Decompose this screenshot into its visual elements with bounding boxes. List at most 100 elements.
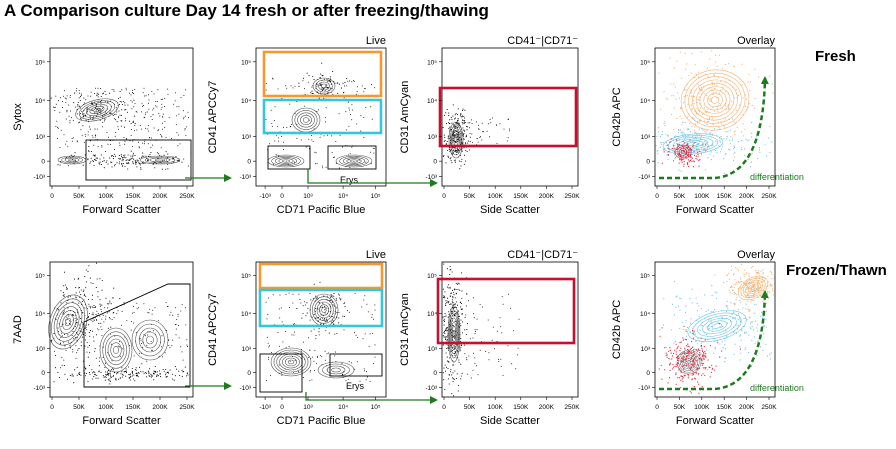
x-axis-label: Side Scatter	[480, 415, 540, 427]
plot-frame-overlay	[654, 261, 776, 398]
differentiation-label: differentiation	[750, 383, 804, 393]
y-ticks-viability: -10³ 0 10³ 10⁴ 10⁵	[33, 59, 50, 181]
dots-viability	[50, 87, 189, 170]
y-tick-label: 0	[433, 370, 437, 377]
panel-title-live: Live	[366, 249, 386, 261]
x-tick-label: 10⁴	[338, 404, 348, 411]
x-tick-label: 100K	[694, 404, 710, 411]
dots-cd71-cd41	[265, 281, 376, 382]
x-tick-label: 10⁵	[371, 404, 381, 411]
gate-crimson	[436, 277, 576, 345]
panel-title-overlay: Overlay	[737, 249, 775, 261]
y-axis-label: CD31 AmCyan	[399, 81, 411, 154]
gate-erys	[329, 353, 383, 377]
x-tick-label: 100K	[98, 193, 114, 200]
x-tick-label: 150K	[513, 404, 529, 411]
panel-title-cd41-cd71: CD41⁻|CD71⁻	[507, 249, 578, 261]
y-axis-label: CD42b APC	[611, 300, 623, 359]
x-tick-label: 150K	[125, 404, 141, 411]
y-tick-label: 10⁵	[427, 59, 437, 66]
x-axis-label: CD71 Pacific Blue	[277, 415, 366, 427]
y-tick-label: 10³	[242, 346, 252, 353]
y-tick-label: -10³	[33, 385, 45, 392]
x-tick-label: 0	[655, 193, 659, 200]
y-tick-label: 10⁵	[427, 273, 437, 280]
y-tick-label: 10⁵	[35, 273, 45, 280]
y-tick-label: 0	[433, 159, 437, 166]
plot-frame-overlay	[654, 47, 776, 187]
x-tick-label: 150K	[717, 193, 733, 200]
y-tick-label: 10³	[36, 134, 46, 141]
x-tick-label: 0	[280, 193, 284, 200]
x-tick-label: 10³	[303, 404, 313, 411]
x-axis-label: Side Scatter	[480, 204, 540, 216]
y-tick-label: 10⁵	[35, 59, 45, 66]
differentiation-arrow	[659, 76, 769, 180]
plot-frame-viability	[49, 47, 194, 187]
x-axis-label: Forward Scatter	[676, 415, 755, 427]
x-tick-label: 200K	[152, 193, 168, 200]
y-tick-label: 10³	[242, 134, 252, 141]
y-axis-label: CD41 APCCy7	[207, 293, 219, 366]
gate-negative	[259, 353, 303, 393]
x-tick-label: 100K	[488, 404, 504, 411]
x-tick-label: 200K	[539, 404, 555, 411]
y-tick-label: 0	[41, 159, 45, 166]
x-axis-label: Forward Scatter	[82, 204, 161, 216]
x-tick-label: 100K	[488, 193, 504, 200]
plot-frame-cd71-cd41	[255, 261, 387, 398]
gate-arrow	[307, 169, 438, 187]
row-label-frozen-thawn: Frozen/Thawn	[786, 262, 887, 279]
x-tick-label: 200K	[539, 193, 555, 200]
y-tick-label: -10³	[638, 385, 650, 392]
y-tick-label: 0	[41, 370, 45, 377]
x-tick-label: 0	[442, 193, 446, 200]
x-tick-label: -10³	[259, 404, 271, 411]
x-tick-label: 200K	[739, 404, 755, 411]
x-tick-label: 200K	[739, 193, 755, 200]
x-ticks-ssc-cd31: 0 50K 100K 150K 200K 250K	[442, 397, 580, 411]
y-tick-label: 0	[646, 370, 650, 377]
x-tick-label: 100K	[694, 193, 710, 200]
x-tick-label: 150K	[717, 404, 733, 411]
y-axis-label: Sytox	[12, 103, 24, 131]
differentiation-arrow	[659, 290, 769, 391]
gate-live	[83, 283, 191, 388]
x-tick-label: 0	[442, 404, 446, 411]
x-axis-label: Forward Scatter	[676, 204, 755, 216]
y-tick-label: 10³	[36, 346, 46, 353]
x-tick-label: 0	[280, 404, 284, 411]
gate-negative	[267, 145, 311, 170]
y-tick-label: 10⁵	[640, 273, 650, 280]
x-tick-label: 50K	[73, 193, 85, 200]
plot-frame-viability	[49, 261, 194, 398]
dots-cd71-cd41	[265, 62, 376, 169]
gate-label-erys: Erys	[346, 381, 365, 391]
y-tick-label: 10⁴	[427, 311, 437, 318]
gate-orange	[262, 50, 383, 98]
y-ticks-cd71-cd41: -10³ 0 10³ 10⁴ 10⁵	[239, 273, 256, 392]
figure-title: A Comparison culture Day 14 fresh or aft…	[4, 1, 489, 20]
x-ticks-cd71-cd41: -10³ 0 10³ 10⁴ 10⁵	[259, 186, 381, 200]
y-axis-label: CD41 APCCy7	[207, 81, 219, 154]
x-tick-label: 10³	[303, 193, 313, 200]
x-tick-label: 250K	[179, 193, 195, 200]
y-tick-label: 10⁴	[640, 311, 650, 318]
gate-crimson	[438, 86, 578, 148]
x-ticks-ssc-cd31: 0 50K 100K 150K 200K 250K	[442, 186, 580, 200]
panel-title-live: Live	[366, 35, 386, 47]
x-tick-label: 150K	[513, 193, 529, 200]
y-tick-label: 0	[646, 159, 650, 166]
dots-ssc-cd31	[442, 104, 512, 170]
y-tick-label: 10³	[641, 134, 651, 141]
y-tick-label: 10⁵	[640, 59, 650, 66]
y-ticks-ssc-cd31: -10³ 0 10³ 10⁴ 10⁵	[425, 273, 442, 392]
y-tick-label: -10³	[239, 385, 251, 392]
gate-label-erys: Erys	[340, 175, 359, 185]
y-axis-label: 7AAD	[12, 315, 24, 344]
y-tick-label: -10³	[425, 385, 437, 392]
x-tick-label: 150K	[125, 193, 141, 200]
x-tick-label: 10⁴	[338, 193, 348, 200]
x-tick-label: 50K	[464, 193, 476, 200]
